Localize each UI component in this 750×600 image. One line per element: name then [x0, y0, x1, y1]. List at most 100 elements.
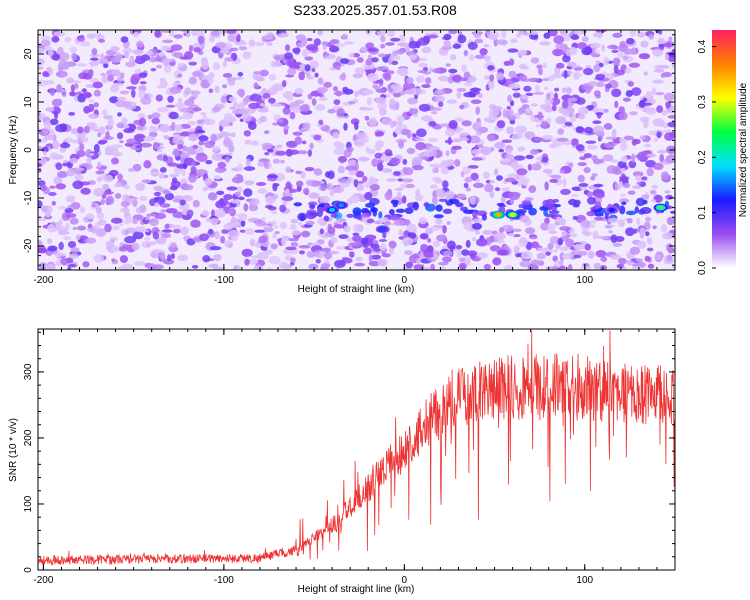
- heatmap-cell: [174, 124, 183, 132]
- heatmap-cell: [170, 253, 175, 259]
- heatmap-cell: [496, 202, 505, 207]
- heatmap-cell: [306, 251, 316, 258]
- heatmap-cell: [228, 144, 235, 153]
- heatmap-cell: [463, 71, 471, 79]
- heatmap-cell: [309, 204, 316, 210]
- heatmap-cell: [471, 236, 477, 242]
- heatmap-cell: [109, 236, 118, 242]
- heatmap-cell: [535, 124, 541, 128]
- heatmap-cell: [594, 201, 602, 209]
- heatmap-cell: [152, 264, 164, 270]
- heatmap-cell: [444, 190, 455, 200]
- heatmap-cell: [274, 225, 279, 229]
- heatmap-cell: [421, 46, 432, 54]
- heatmap-cell: [365, 202, 375, 208]
- heatmap-cell: [253, 71, 262, 75]
- heatmap-cell: [161, 229, 173, 233]
- heatmap-cell: [561, 87, 568, 93]
- heatmap-cell: [370, 57, 379, 63]
- heatmap-cell: [546, 93, 551, 100]
- heatmap-cell: [474, 54, 485, 60]
- spectrogram-x-axis: -200 -100 0 100: [33, 30, 676, 286]
- heatmap-cell: [367, 54, 372, 60]
- heatmap-cell: [137, 113, 146, 119]
- heatmap-cell: [243, 130, 251, 137]
- heatmap-cell: [42, 150, 47, 156]
- heatmap-cell: [493, 168, 499, 176]
- heatmap-cell: [104, 191, 114, 195]
- heatmap-cell: [182, 145, 188, 152]
- heatmap-cell: [661, 171, 669, 180]
- heatmap-cell: [557, 237, 563, 246]
- heatmap-cell: [177, 144, 184, 150]
- heatmap-cell: [481, 213, 487, 221]
- heatmap-cell: [162, 154, 168, 162]
- heatmap-cell: [628, 160, 637, 169]
- heatmap-cell: [425, 227, 434, 235]
- heatmap-cell: [72, 180, 84, 190]
- heatmap-cell: [661, 109, 668, 116]
- heatmap-cell: [328, 251, 339, 255]
- heatmap-cell: [38, 57, 45, 66]
- heatmap-cell: [622, 97, 631, 102]
- heatmap-cell: [187, 120, 196, 126]
- heatmap-cell: [227, 243, 233, 249]
- heatmap-cell: [544, 181, 549, 191]
- heatmap-cell: [595, 30, 607, 33]
- heatmap-cell: [279, 204, 287, 213]
- heatmap-cell: [165, 208, 178, 214]
- y-tick-label: 200: [23, 429, 34, 446]
- heatmap-cell: [445, 150, 450, 157]
- heatmap-cell: [374, 131, 385, 137]
- heatmap-cell: [381, 117, 393, 126]
- heatmap-cell: [660, 223, 668, 233]
- heatmap-cell: [272, 232, 277, 239]
- heatmap-cell: [179, 152, 190, 159]
- heatmap-cell: [610, 159, 619, 163]
- heatmap-cell: [530, 149, 539, 155]
- heatmap-cell: [544, 86, 549, 91]
- heatmap-cell: [557, 128, 565, 135]
- heatmap-cell: [409, 108, 419, 115]
- heatmap-cell: [519, 74, 528, 82]
- heatmap-cell: [365, 58, 373, 66]
- y-tick-label: -10: [23, 190, 34, 205]
- heatmap-cell: [333, 224, 345, 229]
- heatmap-cell: [319, 228, 324, 235]
- heatmap-cell: [121, 117, 128, 125]
- heatmap-cell: [467, 41, 478, 51]
- heatmap-cell: [461, 64, 467, 72]
- heatmap-cell: [317, 77, 324, 85]
- heatmap-cell: [240, 219, 246, 227]
- heatmap-cell: [459, 132, 470, 136]
- heatmap-cell: [239, 229, 247, 233]
- heatmap-cell: [186, 209, 194, 217]
- spectrogram-y-axis: -20 -10 0 10 20: [23, 34, 675, 266]
- heatmap-cell: [566, 86, 572, 95]
- heatmap-cell: [139, 196, 148, 201]
- heatmap-cell: [263, 226, 274, 233]
- heatmap-cell: [159, 167, 167, 173]
- heatmap-cell: [101, 75, 109, 84]
- heatmap-cell: [417, 37, 430, 46]
- heatmap-cell: [440, 166, 449, 175]
- heatmap-cell: [134, 57, 146, 65]
- heatmap-cell: [161, 39, 174, 44]
- heatmap-cell: [135, 226, 147, 233]
- heatmap-cell: [473, 34, 482, 39]
- heatmap-cell: [577, 42, 587, 50]
- heatmap-cell: [508, 191, 520, 201]
- heatmap-cell: [208, 36, 215, 43]
- heatmap-cell: [314, 72, 319, 78]
- heatmap-cell: [382, 72, 390, 80]
- heatmap-cell: [668, 51, 675, 58]
- heatmap-cell: [362, 175, 368, 183]
- heatmap-cell: [581, 46, 593, 56]
- heatmap-cell: [230, 235, 238, 242]
- heatmap-cell: [298, 64, 306, 71]
- heatmap-cell: [519, 215, 530, 223]
- heatmap-cell: [326, 183, 333, 190]
- heatmap-cell: [587, 144, 598, 150]
- heatmap-cell: [265, 195, 275, 205]
